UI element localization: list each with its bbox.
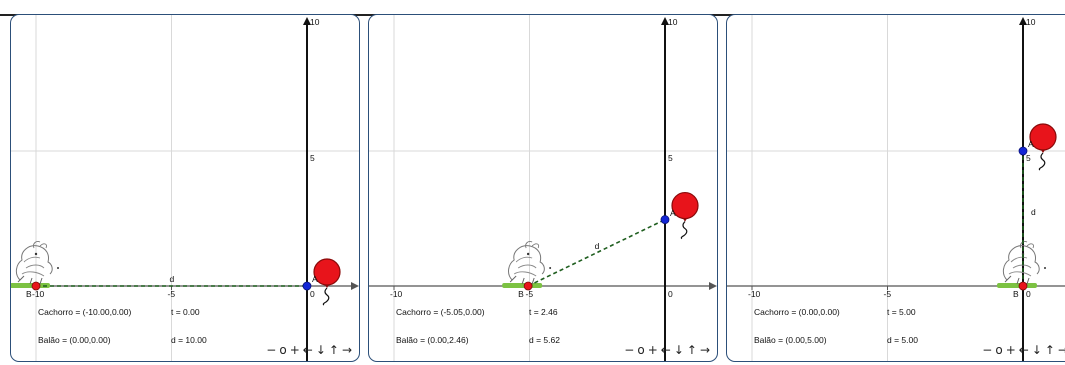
pan-down-button[interactable]: ↓ xyxy=(1031,343,1043,357)
segment-d-label: d xyxy=(1031,206,1036,217)
x-tick-label: -5 xyxy=(167,289,176,299)
balao-coordinates: Balão = (0.00,0.00) xyxy=(38,335,111,345)
balao-coordinates: Balão = (0.00,2.46) xyxy=(396,335,469,345)
navigation-bar: −o+←↓↑→ xyxy=(264,343,353,357)
pan-up-button[interactable]: ↑ xyxy=(328,343,340,357)
x-tick-label: 0 xyxy=(668,289,673,299)
y-tick-label: 5 xyxy=(310,153,315,163)
d-value: d = 10.00 xyxy=(171,335,207,345)
pan-left-button[interactable]: ← xyxy=(302,343,314,357)
point-A-balloon[interactable] xyxy=(660,215,670,224)
pan-left-button[interactable]: ← xyxy=(660,343,672,357)
x-axis-arrow xyxy=(351,282,359,290)
y-axis-arrow xyxy=(661,17,669,25)
y-tick-label: 10 xyxy=(668,17,678,27)
cachorro-coordinates: Cachorro = (-10.00,0.00) xyxy=(38,307,132,317)
x-tick-label: -5 xyxy=(525,289,534,299)
zoom-in-button[interactable]: + xyxy=(1005,343,1017,357)
point-A-label: A xyxy=(670,207,676,218)
point-B-label: B xyxy=(26,289,32,299)
y-axis-arrow xyxy=(303,17,311,25)
reset-view-button[interactable]: o xyxy=(279,343,288,357)
x-axis-arrow xyxy=(709,282,717,290)
x-tick-label: -10 xyxy=(748,289,761,299)
cachorro-coordinates: Cachorro = (-5.05,0.00) xyxy=(396,307,485,317)
x-tick-label: -5 xyxy=(883,289,892,299)
pan-down-button[interactable]: ↓ xyxy=(673,343,685,357)
point-B-dog[interactable] xyxy=(1018,281,1028,291)
pan-right-button[interactable]: → xyxy=(341,343,353,357)
cachorro-coordinates: Cachorro = (0.00,0.00) xyxy=(754,307,840,317)
segment-d-label: d xyxy=(594,240,600,251)
graphics-view[interactable] xyxy=(727,15,1065,362)
dog-image xyxy=(15,241,59,285)
d-value: d = 5.00 xyxy=(887,335,918,345)
point-B-dog[interactable] xyxy=(31,281,41,291)
balloon-knot xyxy=(683,218,687,222)
t-value: t = 5.00 xyxy=(887,307,916,317)
point-B-dog[interactable] xyxy=(523,281,533,291)
reset-view-button[interactable]: o xyxy=(995,343,1004,357)
segment-d-label: d xyxy=(169,274,175,284)
point-B-label: B xyxy=(518,289,524,299)
x-tick-label: -10 xyxy=(390,289,403,299)
y-tick-label: 10 xyxy=(1026,17,1036,27)
pan-right-button[interactable]: → xyxy=(1058,343,1065,357)
pan-right-button[interactable]: → xyxy=(699,343,711,357)
balloon-string xyxy=(1038,152,1046,171)
zoom-out-button[interactable]: − xyxy=(624,343,636,357)
pan-down-button[interactable]: ↓ xyxy=(315,343,327,357)
dog-image xyxy=(508,241,552,285)
pan-up-button[interactable]: ↑ xyxy=(1044,343,1056,357)
reset-view-button[interactable]: o xyxy=(637,343,646,357)
zoom-out-button[interactable]: − xyxy=(982,343,994,357)
t-value: t = 0.00 xyxy=(171,307,200,317)
balloon-knot xyxy=(325,285,329,288)
graphics-view[interactable] xyxy=(369,15,718,362)
zoom-in-button[interactable]: + xyxy=(647,343,659,357)
dog-image xyxy=(1002,241,1046,285)
balao-coordinates: Balão = (0.00,5.00) xyxy=(754,335,827,345)
y-tick-label: 5 xyxy=(1026,153,1031,163)
balloon-string xyxy=(322,287,330,306)
graphics-view[interactable] xyxy=(11,15,360,362)
point-B-label: B xyxy=(1013,289,1019,299)
distance-segment xyxy=(527,218,666,287)
pan-up-button[interactable]: ↑ xyxy=(686,343,698,357)
x-tick-label: -10 xyxy=(32,289,45,299)
d-value: d = 5.62 xyxy=(529,335,560,345)
pan-left-button[interactable]: ← xyxy=(1018,343,1030,357)
x-tick-label: 0 xyxy=(1026,289,1031,299)
point-A-label: A xyxy=(1028,139,1034,149)
y-tick-label: 10 xyxy=(310,17,320,27)
navigation-bar: −o+←↓↑→ xyxy=(622,343,711,357)
point-A-balloon[interactable] xyxy=(1018,146,1028,156)
balloon-string xyxy=(680,221,688,240)
x-tick-label: 0 xyxy=(310,289,315,299)
y-axis-arrow xyxy=(1019,17,1027,25)
point-A-label: A xyxy=(312,274,318,284)
point-A-balloon[interactable] xyxy=(302,281,312,291)
y-tick-label: 5 xyxy=(668,153,673,163)
navigation-bar: −o+←↓↑→ xyxy=(980,343,1065,357)
t-value: t = 2.46 xyxy=(529,307,558,317)
balloon-knot xyxy=(1041,150,1045,153)
zoom-out-button[interactable]: − xyxy=(266,343,278,357)
zoom-in-button[interactable]: + xyxy=(289,343,301,357)
